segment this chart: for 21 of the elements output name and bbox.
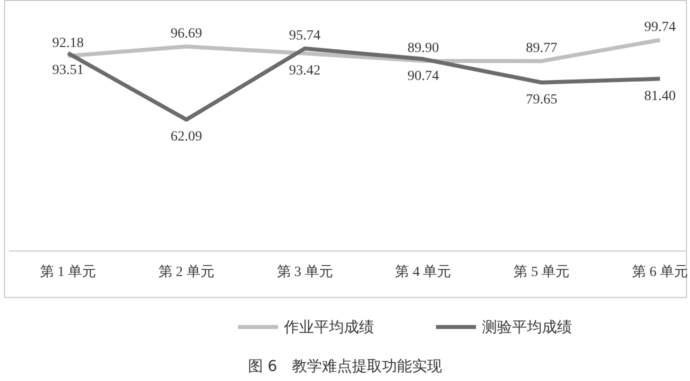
x-tick-label: 第 3 单元 xyxy=(276,264,333,280)
x-tick-label: 第 5 单元 xyxy=(514,264,570,280)
data-label: 99.74 xyxy=(644,20,676,35)
data-label: 89.77 xyxy=(526,41,558,56)
data-label: 62.09 xyxy=(170,130,202,145)
data-label: 93.42 xyxy=(289,63,321,78)
data-label: 81.40 xyxy=(644,88,676,104)
data-label: 89.90 xyxy=(407,40,439,56)
x-tick-label: 第 6 单元 xyxy=(632,264,688,280)
x-tick-label: 第 2 单元 xyxy=(158,264,214,280)
data-label: 95.74 xyxy=(289,28,321,44)
legend-label: 作业平均成绩 xyxy=(283,318,374,336)
data-label: 79.65 xyxy=(526,92,558,108)
data-label: 96.69 xyxy=(170,26,202,42)
x-tick-label: 第 1 单元 xyxy=(40,264,96,280)
legend-label: 测验平均成绩 xyxy=(482,318,572,336)
data-label: 90.74 xyxy=(407,69,439,84)
x-tick-label: 第 4 单元 xyxy=(395,264,452,280)
data-label: 92.18 xyxy=(52,36,84,51)
caption: 图 6 教学难点提取功能实现 xyxy=(248,357,442,375)
data-label: 93.51 xyxy=(52,63,84,78)
